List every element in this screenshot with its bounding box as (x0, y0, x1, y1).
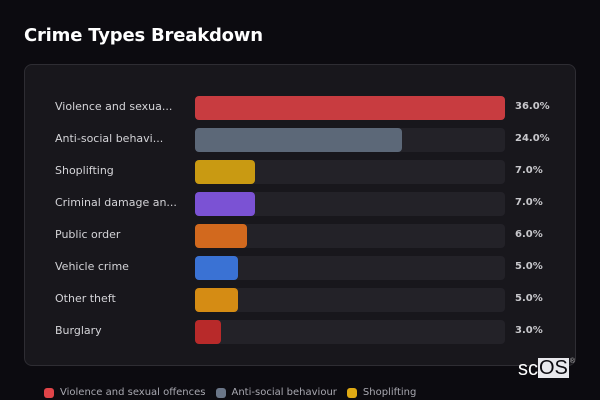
bar-track (195, 96, 505, 120)
bar-value: 6.0% (515, 229, 543, 240)
bar-value: 24.0% (515, 133, 550, 144)
bar-track (195, 128, 505, 152)
bar-row: Anti-social behavi... 24.0% (25, 128, 575, 152)
bar-track (195, 256, 505, 280)
bar-label: Public order (55, 228, 121, 241)
legend-label: Shoplifting (362, 387, 417, 398)
bar-track (195, 224, 505, 248)
bar-row: Public order 6.0% (25, 224, 575, 248)
bar-value: 7.0% (515, 165, 543, 176)
chart-title: Crime Types Breakdown (24, 25, 263, 46)
legend-item[interactable]: Anti-social behaviour (215, 387, 337, 398)
bar-label: Shoplifting (55, 164, 114, 177)
bar-label: Anti-social behavi... (55, 132, 164, 145)
bar[interactable] (195, 96, 505, 120)
bar[interactable] (195, 256, 239, 280)
bar-label: Other theft (55, 292, 116, 305)
legend-swatch-icon (44, 387, 54, 398)
bar[interactable] (195, 192, 256, 216)
bar-track (195, 192, 505, 216)
legend-label: Violence and sexual offences (60, 387, 206, 398)
bar-label: Burglary (55, 324, 102, 337)
bar-track (195, 288, 505, 312)
logo-sc: sc (518, 358, 538, 380)
bar[interactable] (195, 288, 239, 312)
bar-row: Violence and sexua... 36.0% (25, 96, 575, 120)
bar-value: 5.0% (515, 293, 543, 304)
bar-row: Vehicle crime 5.0% (25, 256, 575, 280)
bar[interactable] (195, 160, 256, 184)
bar-label: Criminal damage an... (55, 196, 177, 209)
bar-value: 7.0% (515, 197, 543, 208)
chart-legend: Violence and sexual offences Anti-social … (44, 387, 416, 398)
bar-track (195, 320, 505, 344)
bar[interactable] (195, 320, 221, 344)
bar-value: 3.0% (515, 325, 543, 336)
legend-item[interactable]: Violence and sexual offences (44, 387, 206, 398)
bar[interactable] (195, 128, 402, 152)
registered-mark: ® (569, 358, 576, 365)
logo-os: OS (538, 357, 569, 379)
legend-item[interactable]: Shoplifting (346, 387, 417, 398)
chart-card: Violence and sexua... 36.0% Anti-social be… (24, 64, 576, 366)
bar-row: Criminal damage an... 7.0% (25, 192, 575, 216)
legend-label: Anti-social behaviour (231, 387, 337, 398)
legend-swatch-icon (215, 387, 226, 398)
bar[interactable] (195, 224, 247, 248)
bar-track (195, 160, 505, 184)
bar-value: 5.0% (515, 261, 543, 272)
legend-swatch-icon (346, 387, 357, 398)
bar-row: Other theft 5.0% (25, 288, 575, 312)
bar-value: 36.0% (515, 101, 550, 112)
scos-logo: sc OS ® (518, 358, 575, 381)
bar-label: Violence and sexua... (55, 100, 173, 113)
bar-label: Vehicle crime (55, 260, 129, 273)
bar-row: Burglary 3.0% (25, 320, 575, 344)
bar-row: Shoplifting 7.0% (25, 160, 575, 184)
